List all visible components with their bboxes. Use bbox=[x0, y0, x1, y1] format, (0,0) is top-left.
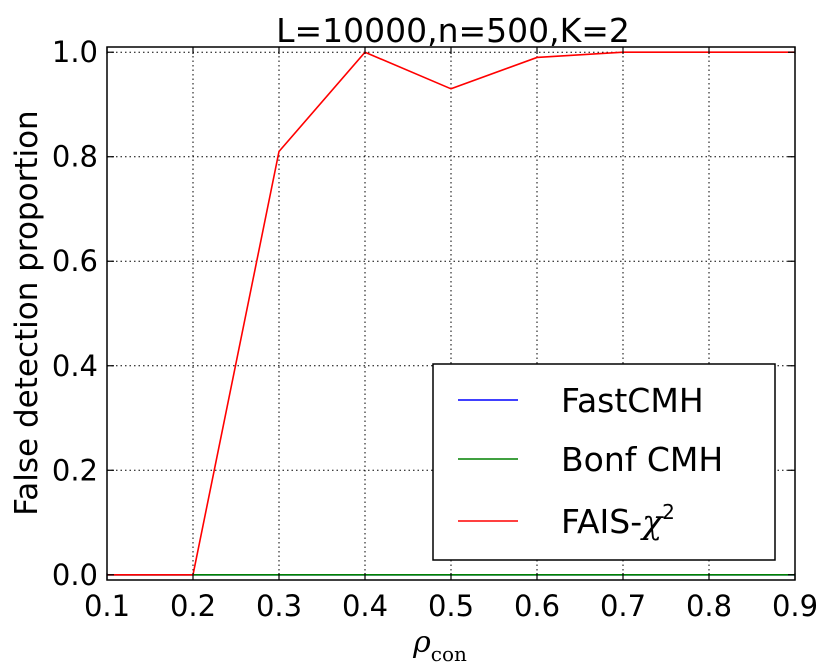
y-tick-label: 0.8 bbox=[52, 140, 98, 174]
x-axis-label-main: ρ bbox=[412, 625, 431, 660]
x-tick-label: 0.6 bbox=[514, 589, 560, 623]
legend-label-fais: FAIS-χ2 bbox=[561, 500, 675, 541]
x-tick-label: 0.4 bbox=[342, 589, 388, 623]
y-tick-label: 0.0 bbox=[52, 558, 98, 592]
y-tick-label: 0.2 bbox=[52, 453, 98, 487]
x-tick-label: 0.9 bbox=[772, 589, 818, 623]
axis-ticks bbox=[106, 47, 796, 580]
legend-label-fais-prefix: FAIS- bbox=[561, 502, 642, 541]
x-axis-label: ρcon bbox=[412, 625, 467, 666]
legend: FastCMH Bonf CMH FAIS-χ2 bbox=[432, 363, 776, 561]
x-axis-label-subscript: con bbox=[431, 642, 467, 666]
x-tick-label: 0.3 bbox=[256, 589, 302, 623]
x-tick-label: 0.7 bbox=[600, 589, 646, 623]
legend-label-bonf-cmh: Bonf CMH bbox=[561, 440, 723, 479]
chart-title: L=10000,n=500,K=2 bbox=[276, 11, 630, 50]
legend-box bbox=[432, 363, 776, 561]
x-tick-labels: 0.1 0.2 0.3 0.4 0.5 0.6 0.7 0.8 0.9 bbox=[84, 589, 818, 623]
series-line-fais bbox=[107, 51, 795, 576]
x-tick-label: 0.5 bbox=[428, 589, 474, 623]
y-tick-label: 0.4 bbox=[52, 349, 98, 383]
legend-label-fais-superscript: 2 bbox=[662, 500, 675, 524]
y-tick-labels: 0.0 0.2 0.4 0.6 0.8 1.0 bbox=[52, 35, 98, 592]
y-tick-label: 1.0 bbox=[52, 35, 98, 69]
legend-label-fais-symbol: χ bbox=[640, 502, 664, 541]
y-axis-label: False detection proportion bbox=[9, 110, 45, 515]
x-tick-label: 0.2 bbox=[170, 589, 216, 623]
legend-label-fastcmh: FastCMH bbox=[561, 381, 704, 420]
x-tick-label: 0.1 bbox=[84, 589, 130, 623]
x-tick-label: 0.8 bbox=[686, 589, 732, 623]
y-tick-label: 0.6 bbox=[52, 244, 98, 278]
